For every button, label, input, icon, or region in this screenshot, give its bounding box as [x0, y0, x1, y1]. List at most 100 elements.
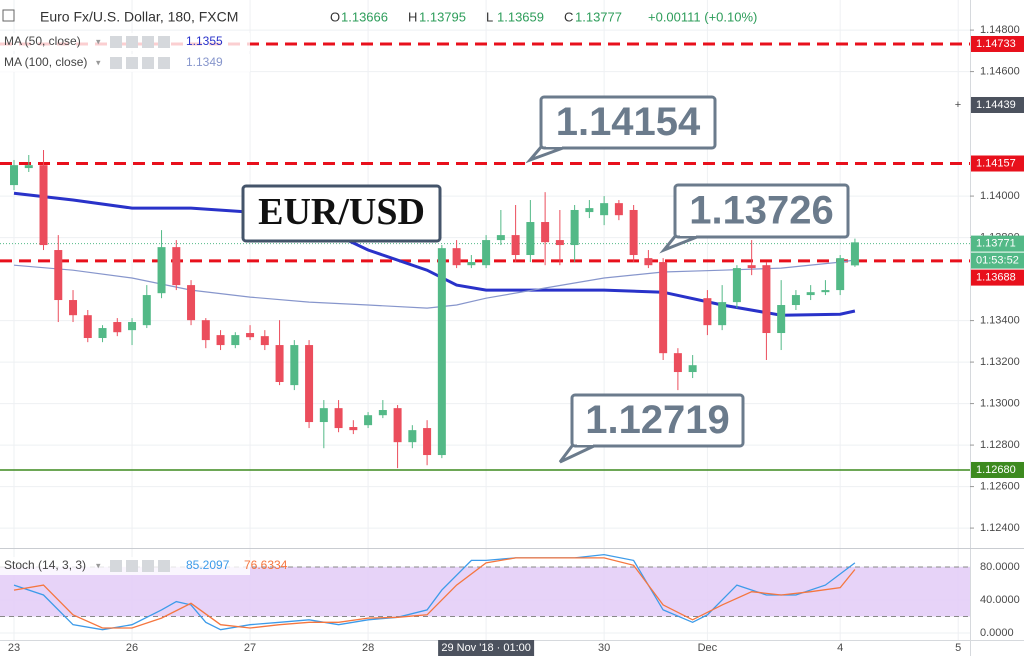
legend-button[interactable] [142, 560, 154, 572]
candle-body [142, 295, 151, 326]
candle-body [378, 410, 387, 416]
legend-button[interactable] [110, 560, 122, 572]
crosshair-label: 1.14439 [976, 99, 1016, 111]
ohlc-key: H [408, 9, 417, 24]
legend-button[interactable] [158, 57, 170, 69]
y-tick-label: 1.12800 [980, 439, 1020, 451]
y-tick-label: 1.14000 [980, 190, 1020, 202]
candle-body [157, 247, 166, 294]
stoch-line [13, 557, 856, 629]
callout-text: 1.12719 [585, 398, 730, 442]
plot [0, 42, 970, 631]
x-tick-label: 27 [244, 642, 256, 654]
candle-body [290, 345, 299, 386]
legend-button[interactable] [158, 560, 170, 572]
ohlc-key: O [330, 9, 340, 24]
candle-body [349, 427, 358, 431]
legend-caret: ▾ [96, 36, 101, 46]
level-label: 1.14157 [976, 157, 1016, 169]
candle-body [83, 315, 92, 339]
candle-body [393, 408, 402, 443]
callout-text: EUR/USD [258, 191, 425, 233]
ohlc-value: 1.13777 [575, 9, 622, 24]
candle-body [437, 248, 446, 456]
x-tick-label: Dec [698, 642, 718, 654]
x-tick-label: 29 Nov '18 · 01:00 [441, 642, 531, 654]
y-tick-label: 1.13400 [980, 314, 1020, 326]
candle-body [511, 235, 520, 256]
candle-body [703, 298, 712, 326]
candle-body [718, 302, 727, 326]
candle-body [246, 333, 255, 338]
x-tick-label: 30 [598, 642, 610, 654]
candle-body [482, 240, 491, 266]
stoch-line [13, 553, 856, 631]
callout-box [570, 393, 745, 448]
annotations: 1.14154 EUR/USD 1.13726 1.12719 [241, 95, 850, 464]
callout-box [241, 184, 442, 243]
x-tick-label: 26 [126, 642, 138, 654]
candle-body [172, 247, 181, 286]
y-tick-label: 1.13200 [980, 356, 1020, 368]
candle-body [187, 285, 196, 321]
callout-box [539, 95, 717, 150]
candle-body [128, 322, 137, 331]
candle-body [659, 262, 668, 354]
candle-body [216, 335, 225, 346]
legend-button[interactable] [126, 36, 138, 48]
x-tick-label: 5 [955, 642, 961, 654]
legend-button[interactable] [126, 560, 138, 572]
legend-button[interactable] [110, 36, 122, 48]
legend-bg [0, 33, 250, 51]
legend-value: 76.6334 [244, 558, 288, 572]
level-label-box [971, 461, 1024, 478]
y-tick-label: 1.13000 [980, 397, 1020, 409]
candle-body [850, 242, 859, 266]
candle-body [54, 250, 63, 301]
candle-body [305, 345, 314, 423]
level-label: 1.14733 [976, 38, 1016, 50]
level-label: 1.12680 [976, 464, 1016, 476]
candle-body [777, 305, 786, 334]
legend-bg [0, 54, 250, 72]
countdown-box [971, 252, 1024, 269]
callout-text: 1.13726 [689, 189, 834, 233]
stoch-tick-label: 80.0000 [980, 561, 1020, 573]
legend-button[interactable] [142, 57, 154, 69]
collapse-icon[interactable] [2, 9, 15, 22]
stoch-tick-label: 40.0000 [980, 594, 1020, 606]
candle-body [24, 165, 33, 169]
candle-body [821, 290, 830, 293]
stoch-tick-label: 0.0000 [980, 627, 1014, 639]
change: +0.00111 (+0.10%) [648, 9, 757, 24]
callout-tail-cover [577, 443, 593, 445]
level-label-box [971, 269, 1024, 286]
candle-body [836, 258, 845, 291]
legend-button[interactable] [110, 57, 122, 69]
legend-button[interactable] [126, 57, 138, 69]
candle-body [555, 240, 564, 246]
candle-body [762, 265, 771, 334]
legend-button[interactable] [142, 36, 154, 48]
legend-bg [0, 557, 250, 575]
candle-body [201, 320, 210, 341]
candle-body [364, 415, 373, 426]
candle-body [600, 203, 609, 216]
candle-body [585, 208, 594, 213]
legend-button[interactable] [158, 36, 170, 48]
legend-value: 1.1355 [186, 34, 223, 48]
candle-body [644, 258, 653, 266]
ohlc-key: C [564, 9, 573, 24]
candle-body [673, 353, 682, 373]
callout-box [673, 183, 850, 239]
candle-body [732, 268, 741, 303]
candle-body [452, 248, 461, 266]
legend-name: MA (50, close) [4, 34, 81, 48]
callout-tail-cover [546, 145, 562, 147]
ohlc-value: 1.13666 [341, 9, 388, 24]
candle-body [231, 335, 240, 346]
candle-body [791, 295, 800, 306]
legend-caret: ▾ [96, 560, 101, 570]
price-label-box [971, 235, 1024, 252]
price-label: 1.13771 [976, 238, 1016, 250]
